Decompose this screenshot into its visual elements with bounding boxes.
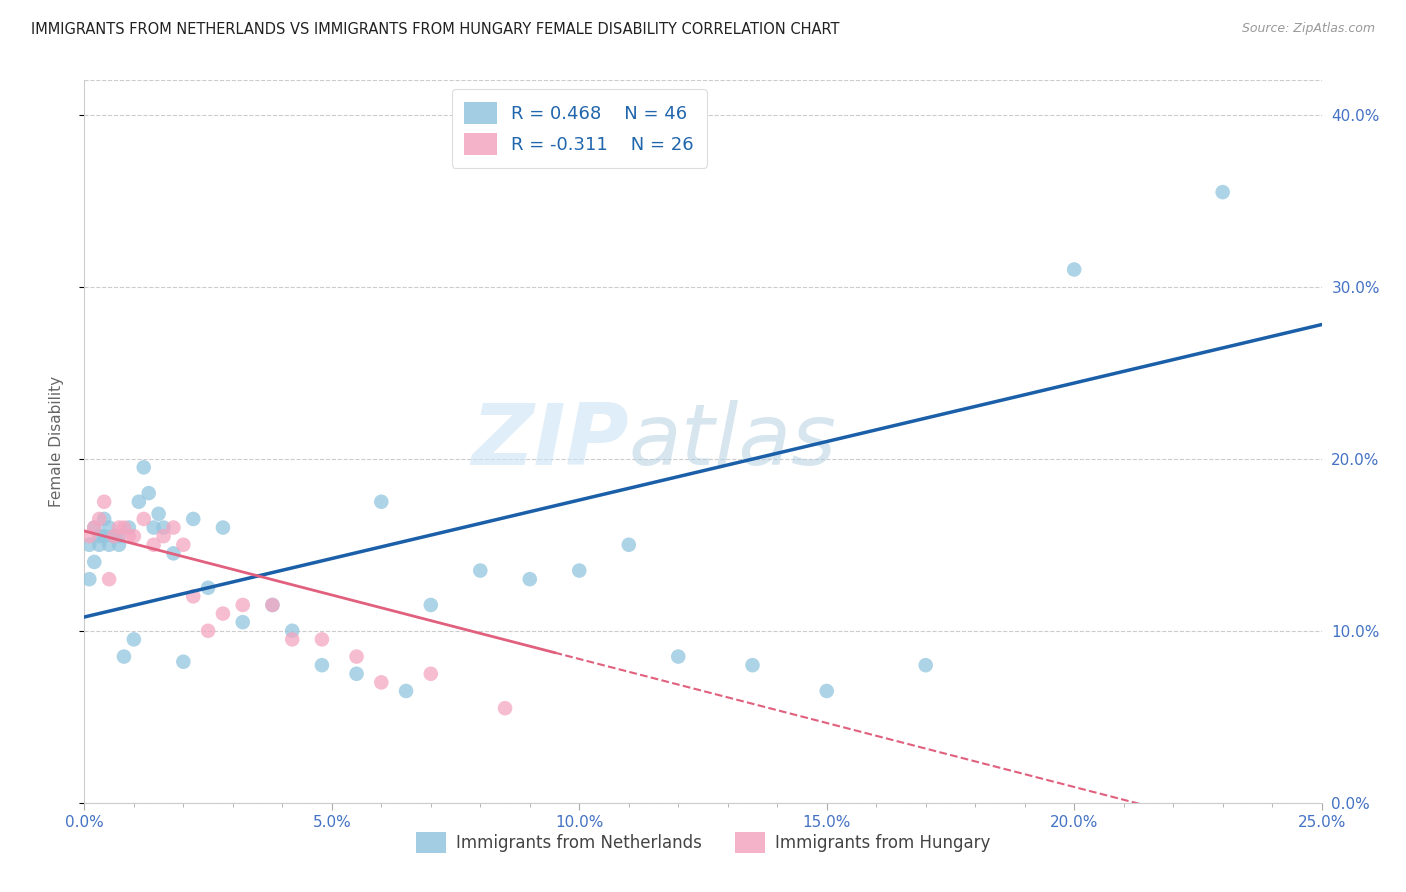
Point bbox=[93, 529, 115, 543]
Point bbox=[118, 520, 141, 534]
Point bbox=[181, 512, 204, 526]
Point bbox=[108, 520, 131, 534]
Point bbox=[89, 538, 111, 552]
Point bbox=[83, 555, 105, 569]
Point bbox=[89, 512, 111, 526]
Point bbox=[232, 615, 254, 630]
Point bbox=[162, 520, 184, 534]
Point bbox=[212, 607, 235, 621]
Point bbox=[162, 546, 184, 560]
Point bbox=[79, 572, 101, 586]
Point bbox=[815, 684, 838, 698]
Point bbox=[128, 494, 150, 508]
Point bbox=[197, 624, 219, 638]
Point bbox=[494, 701, 516, 715]
Point bbox=[419, 598, 441, 612]
Point bbox=[346, 649, 368, 664]
Point bbox=[122, 529, 145, 543]
Point bbox=[568, 564, 591, 578]
Point bbox=[1212, 185, 1234, 199]
Point bbox=[311, 658, 333, 673]
Point bbox=[112, 649, 135, 664]
Point bbox=[617, 538, 640, 552]
Point bbox=[152, 529, 174, 543]
Point bbox=[370, 675, 392, 690]
Point bbox=[197, 581, 219, 595]
Point bbox=[93, 512, 115, 526]
Point bbox=[142, 538, 165, 552]
Point bbox=[103, 529, 125, 543]
Legend: Immigrants from Netherlands, Immigrants from Hungary: Immigrants from Netherlands, Immigrants … bbox=[409, 826, 997, 860]
Point bbox=[370, 494, 392, 508]
Point bbox=[148, 507, 170, 521]
Point bbox=[470, 564, 492, 578]
Point bbox=[1063, 262, 1085, 277]
Point bbox=[212, 520, 235, 534]
Point bbox=[89, 529, 111, 543]
Point bbox=[98, 538, 121, 552]
Point bbox=[103, 529, 125, 543]
Text: Source: ZipAtlas.com: Source: ZipAtlas.com bbox=[1241, 22, 1375, 36]
Point bbox=[262, 598, 284, 612]
Point bbox=[281, 624, 304, 638]
Point bbox=[142, 520, 165, 534]
Point bbox=[122, 632, 145, 647]
Point bbox=[152, 520, 174, 534]
Point bbox=[118, 529, 141, 543]
Point bbox=[311, 632, 333, 647]
Point bbox=[79, 529, 101, 543]
Point bbox=[132, 512, 155, 526]
Point bbox=[181, 590, 204, 604]
Point bbox=[172, 538, 194, 552]
Point bbox=[79, 538, 101, 552]
Point bbox=[914, 658, 936, 673]
Point bbox=[132, 460, 155, 475]
Text: atlas: atlas bbox=[628, 400, 837, 483]
Point bbox=[138, 486, 160, 500]
Point bbox=[741, 658, 763, 673]
Point bbox=[112, 520, 135, 534]
Point bbox=[83, 520, 105, 534]
Point bbox=[103, 529, 125, 543]
Text: IMMIGRANTS FROM NETHERLANDS VS IMMIGRANTS FROM HUNGARY FEMALE DISABILITY CORRELA: IMMIGRANTS FROM NETHERLANDS VS IMMIGRANT… bbox=[31, 22, 839, 37]
Point bbox=[172, 655, 194, 669]
Point bbox=[108, 529, 131, 543]
Point bbox=[281, 632, 304, 647]
Point bbox=[262, 598, 284, 612]
Point bbox=[666, 649, 689, 664]
Point bbox=[108, 538, 131, 552]
Point bbox=[98, 520, 121, 534]
Point bbox=[519, 572, 541, 586]
Point bbox=[232, 598, 254, 612]
Point bbox=[98, 572, 121, 586]
Point bbox=[93, 494, 115, 508]
Y-axis label: Female Disability: Female Disability bbox=[49, 376, 63, 508]
Point bbox=[83, 520, 105, 534]
Point bbox=[346, 666, 368, 681]
Point bbox=[395, 684, 418, 698]
Point bbox=[419, 666, 441, 681]
Text: ZIP: ZIP bbox=[471, 400, 628, 483]
